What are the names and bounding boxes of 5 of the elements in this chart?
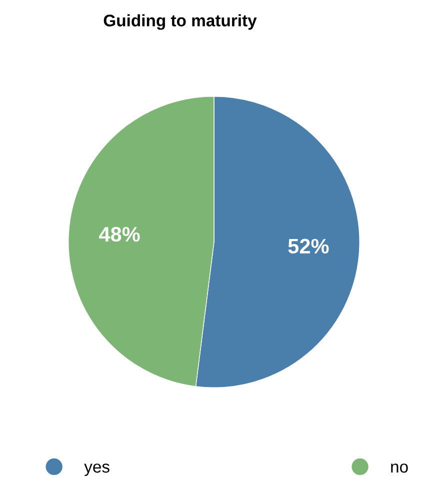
legend-label: yes [84,464,110,476]
legend-label: no [391,464,408,473]
data-label: 48% [99,226,140,242]
data-label: 52% [288,238,329,254]
chart-title: Guiding to maturity [104,14,257,30]
